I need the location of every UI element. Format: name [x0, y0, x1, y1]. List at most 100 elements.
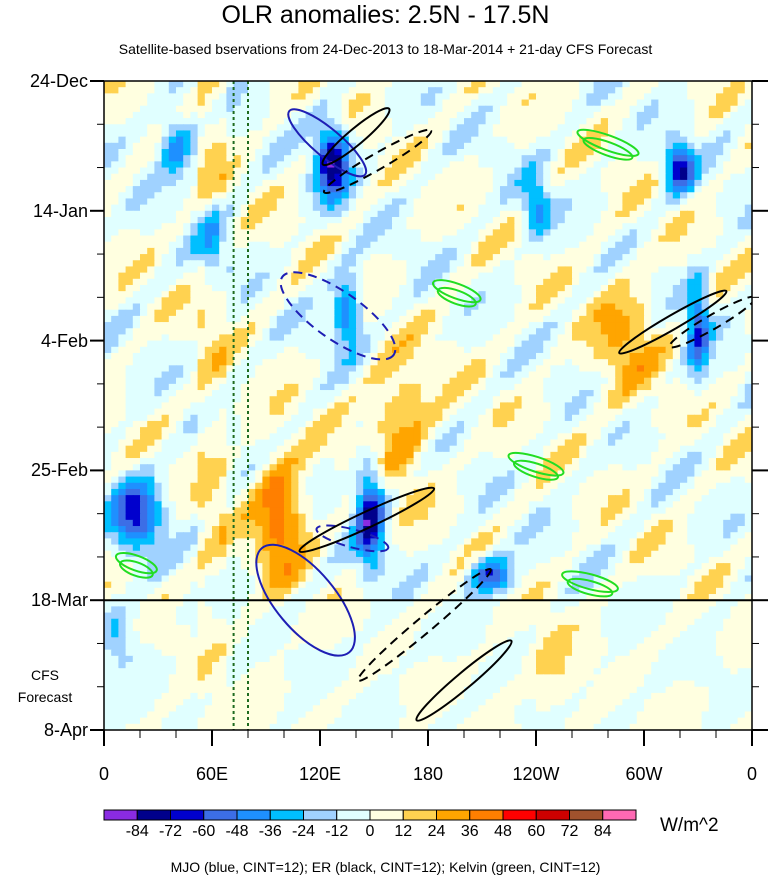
- heatmap-cell: [384, 402, 393, 410]
- heatmap-cell: [615, 167, 623, 175]
- heatmap-cell: [672, 155, 681, 162]
- heatmap-cell: [744, 278, 752, 286]
- heatmap-cell: [507, 383, 515, 391]
- heatmap-cell: [492, 359, 501, 366]
- heatmap-cell: [341, 365, 350, 373]
- heatmap-cell: [521, 241, 530, 249]
- heatmap-cell: [514, 402, 523, 410]
- heatmap-cell: [485, 81, 494, 88]
- heatmap-cell: [240, 322, 249, 329]
- heatmap-cell: [320, 235, 328, 243]
- heatmap-cell: [543, 241, 551, 249]
- heatmap-cell: [586, 352, 595, 360]
- heatmap-cell: [168, 377, 177, 385]
- heatmap-cell: [334, 148, 343, 156]
- heatmap-cell: [327, 155, 335, 162]
- heatmap-cell: [514, 396, 523, 404]
- heatmap-cell: [471, 198, 479, 206]
- heatmap-cell: [262, 235, 271, 243]
- heatmap-cell: [154, 383, 163, 391]
- heatmap-cell: [708, 377, 717, 385]
- heatmap-cell: [687, 402, 695, 410]
- heatmap-cell: [248, 87, 256, 94]
- heatmap-cell: [356, 167, 364, 175]
- heatmap-cell: [183, 179, 191, 187]
- heatmap-cell: [226, 278, 235, 286]
- heatmap-cell: [687, 334, 695, 342]
- heatmap-cell: [140, 408, 148, 416]
- heatmap-cell: [507, 303, 515, 311]
- heatmap-cell: [629, 229, 638, 237]
- heatmap-cell: [651, 303, 659, 311]
- heatmap-cell: [701, 223, 710, 230]
- heatmap-cell: [723, 322, 731, 329]
- heatmap-cell: [471, 93, 479, 101]
- heatmap-cell: [737, 396, 746, 404]
- heatmap-cell: [154, 284, 163, 292]
- heatmap-cell: [240, 155, 249, 162]
- heatmap-cell: [428, 254, 436, 261]
- heatmap-cell: [212, 247, 220, 255]
- heatmap-cell: [708, 365, 717, 373]
- heatmap-cell: [737, 210, 746, 218]
- heatmap-cell: [392, 210, 400, 218]
- heatmap-cell: [694, 210, 703, 218]
- heatmap-cell: [334, 315, 343, 323]
- heatmap-cell: [586, 272, 595, 280]
- heatmap-cell: [348, 303, 357, 311]
- heatmap-cell: [348, 278, 357, 286]
- heatmap-cell: [168, 186, 177, 193]
- heatmap-cell: [586, 396, 595, 404]
- heatmap-cell: [557, 396, 566, 404]
- heatmap-cell: [449, 390, 458, 397]
- heatmap-cell: [276, 179, 285, 187]
- heatmap-cell: [168, 148, 177, 156]
- heatmap-cell: [456, 359, 465, 366]
- heatmap-cell: [651, 371, 659, 379]
- heatmap-cell: [226, 365, 235, 373]
- heatmap-cell: [212, 272, 220, 280]
- heatmap-cell: [514, 272, 523, 280]
- heatmap-cell: [521, 414, 530, 422]
- heatmap-cell: [636, 315, 645, 323]
- heatmap-cell: [615, 377, 623, 385]
- heatmap-cell: [348, 136, 357, 144]
- heatmap-cell: [298, 210, 307, 218]
- heatmap-cell: [356, 309, 364, 317]
- heatmap-cell: [629, 371, 638, 379]
- heatmap-cell: [154, 192, 163, 200]
- heatmap-cell: [485, 173, 494, 181]
- heatmap-cell: [377, 93, 386, 101]
- heatmap-cell: [248, 383, 256, 391]
- heatmap-cell: [118, 173, 127, 181]
- heatmap-cell: [593, 136, 602, 144]
- heatmap-cell: [291, 179, 299, 187]
- heatmap-cell: [291, 266, 299, 274]
- heatmap-cell: [716, 383, 724, 391]
- heatmap-cell: [536, 359, 544, 366]
- heatmap-cell: [140, 328, 148, 336]
- heatmap-cell: [356, 278, 364, 286]
- heatmap-cell: [413, 198, 422, 206]
- heatmap-cell: [622, 81, 631, 88]
- heatmap-cell: [420, 198, 429, 206]
- heatmap-cell: [233, 365, 242, 373]
- heatmap-cell: [197, 124, 206, 132]
- heatmap-cell: [651, 291, 659, 298]
- heatmap-cell: [233, 390, 242, 397]
- heatmap-cell: [629, 272, 638, 280]
- heatmap-cell: [507, 192, 515, 200]
- heatmap-cell: [464, 272, 472, 280]
- heatmap-cell: [284, 266, 292, 274]
- heatmap-cell: [658, 334, 667, 342]
- heatmap-cell: [305, 124, 314, 132]
- heatmap-cell: [428, 93, 436, 101]
- heatmap-cell: [406, 260, 415, 268]
- heatmap-cell: [521, 155, 530, 162]
- heatmap-cell: [104, 118, 112, 125]
- heatmap-cell: [579, 124, 587, 132]
- chart-title: OLR anomalies: 2.5N - 17.5N: [221, 1, 550, 29]
- heatmap-cell: [168, 272, 177, 280]
- heatmap-cell: [449, 346, 458, 354]
- heatmap-cell: [248, 229, 256, 237]
